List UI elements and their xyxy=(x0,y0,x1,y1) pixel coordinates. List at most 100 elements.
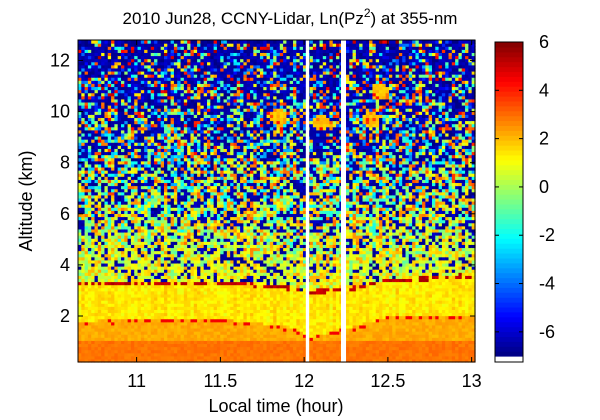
heatmap-cell xyxy=(183,300,188,304)
heatmap-cell xyxy=(107,111,112,115)
heatmap-cell xyxy=(180,228,185,233)
heatmap-cell xyxy=(91,358,96,363)
heatmap-cell xyxy=(84,142,89,146)
heatmap-cell xyxy=(117,290,122,295)
heatmap-cell xyxy=(177,343,182,348)
heatmap-cell xyxy=(183,269,188,273)
heatmap-cell xyxy=(81,256,86,261)
heatmap-cell xyxy=(94,235,99,239)
heatmap-cell xyxy=(134,111,139,115)
heatmap-cell xyxy=(180,278,185,283)
heatmap-cell xyxy=(187,46,192,50)
heatmap-cell xyxy=(130,244,135,249)
heatmap-cell xyxy=(147,349,152,354)
heatmap-cell xyxy=(150,321,155,326)
heatmap-cell xyxy=(121,318,125,323)
heatmap-cell xyxy=(144,327,149,332)
heatmap-cell xyxy=(104,228,109,233)
heatmap-cell xyxy=(173,188,178,193)
heatmap-cell xyxy=(157,108,162,112)
heatmap-cell xyxy=(134,83,139,88)
heatmap-cell xyxy=(117,154,122,159)
heatmap-cell xyxy=(164,92,168,97)
heatmap-cell xyxy=(130,179,135,184)
heatmap-cell xyxy=(87,98,92,103)
heatmap-cell xyxy=(167,272,172,276)
heatmap-cell xyxy=(124,83,129,88)
heatmap-cell xyxy=(173,61,178,66)
heatmap-cell xyxy=(187,129,192,134)
heatmap-cell xyxy=(190,142,195,146)
heatmap-cell xyxy=(137,52,142,57)
heatmap-cell xyxy=(81,89,86,94)
heatmap-cell xyxy=(127,334,132,338)
heatmap-cell xyxy=(157,126,162,131)
heatmap-cell xyxy=(104,334,109,338)
heatmap-cell xyxy=(167,334,172,338)
heatmap-cell xyxy=(130,157,135,162)
heatmap-cell xyxy=(190,201,195,205)
heatmap-cell xyxy=(107,213,112,218)
heatmap-cell xyxy=(147,70,152,75)
heatmap-cell xyxy=(84,225,89,230)
heatmap-cell xyxy=(180,235,185,239)
heatmap-cell xyxy=(127,312,132,317)
heatmap-cell xyxy=(127,64,132,69)
heatmap-cell xyxy=(134,89,139,94)
heatmap-cell xyxy=(150,139,155,143)
heatmap-cell xyxy=(167,61,172,66)
heatmap-cell xyxy=(147,244,152,249)
heatmap-cell xyxy=(104,253,109,258)
heatmap-cell xyxy=(117,132,122,137)
heatmap-cell xyxy=(94,114,99,119)
heatmap-cell xyxy=(114,52,119,57)
heatmap-cell xyxy=(94,250,99,255)
heatmap-cell xyxy=(190,312,195,317)
heatmap-cell xyxy=(180,83,185,88)
heatmap-cell xyxy=(111,188,115,193)
heatmap-cell xyxy=(130,194,135,199)
heatmap-cell xyxy=(193,114,198,119)
heatmap-cell xyxy=(94,61,99,66)
heatmap-cell xyxy=(81,327,86,332)
heatmap-cell xyxy=(140,253,145,258)
heatmap-cell xyxy=(157,303,162,307)
heatmap-cell xyxy=(134,306,139,310)
heatmap-cell xyxy=(140,225,145,230)
heatmap-cell xyxy=(107,176,112,180)
heatmap-cell xyxy=(164,247,168,252)
heatmap-cell xyxy=(170,101,175,106)
heatmap-cell xyxy=(101,219,106,224)
heatmap-cell xyxy=(84,185,89,190)
heatmap-cell xyxy=(134,204,139,208)
heatmap-cell xyxy=(197,197,202,202)
heatmap-cell xyxy=(114,111,119,115)
heatmap-cell xyxy=(81,238,86,242)
heatmap-cell xyxy=(164,111,168,115)
heatmap-cell xyxy=(193,300,198,304)
heatmap-cell xyxy=(190,250,195,255)
heatmap-cell xyxy=(147,309,152,314)
heatmap-cell xyxy=(167,244,172,249)
heatmap-cell xyxy=(107,179,112,184)
heatmap-cell xyxy=(104,43,109,47)
heatmap-cell xyxy=(144,210,149,214)
heatmap-cell xyxy=(117,86,122,91)
heatmap-cell xyxy=(147,312,152,317)
heatmap-cell xyxy=(167,58,172,63)
heatmap-cell xyxy=(164,290,168,295)
heatmap-cell xyxy=(193,269,198,273)
heatmap-cell xyxy=(173,89,178,94)
heatmap-cell xyxy=(87,331,92,335)
heatmap-cell xyxy=(127,98,132,103)
heatmap-cell xyxy=(164,74,168,78)
heatmap-cell xyxy=(78,157,82,162)
heatmap-cell xyxy=(193,324,198,329)
heatmap-cell xyxy=(140,266,145,270)
heatmap-cell xyxy=(101,225,106,230)
heatmap-cell xyxy=(137,142,142,146)
heatmap-cell xyxy=(193,312,198,317)
heatmap-cell xyxy=(193,321,198,326)
heatmap-cell xyxy=(104,80,109,84)
heatmap-cell xyxy=(134,55,139,60)
